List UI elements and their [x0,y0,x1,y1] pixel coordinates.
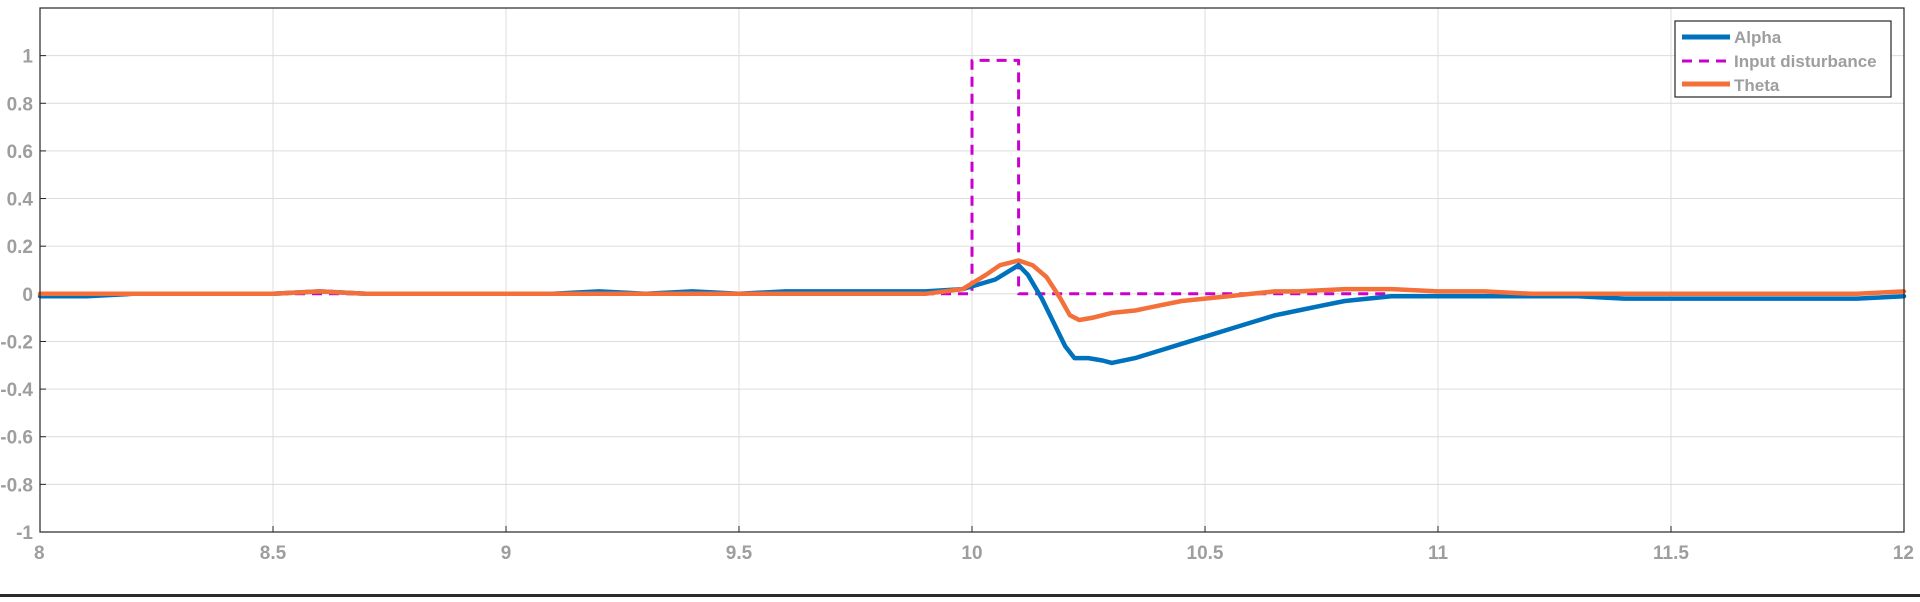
series-layer [37,58,1907,366]
legend-label-alpha: Alpha [1734,28,1782,47]
x-tick-label: 12 [1893,543,1914,564]
x-tick-label: 11.5 [1653,543,1689,564]
y-tick-label: -0.2 [0,332,33,353]
series-line-input-disturbance [40,58,1392,296]
x-tick-label: 11 [1428,543,1449,564]
bottom-border [0,594,1920,597]
y-tick-label: 0 [22,285,33,306]
y-tick-label: 0.2 [7,237,33,258]
legend: Alpha Input disturbance Theta [1674,20,1892,98]
x-tick-label: 9.5 [726,543,753,564]
y-tick-label: 1 [22,47,33,68]
legend-label-input-disturbance: Input disturbance [1734,52,1877,71]
y-tick-label: -0.4 [0,380,33,401]
x-tick-label: 8 [34,543,45,564]
y-tick-label: 0.8 [7,94,33,115]
y-tick-label: -0.6 [0,428,33,449]
y-tick-label: 0.4 [7,190,34,211]
x-tick-labels: 8 8.5 9 9.5 10 10.5 11 11.5 12 [34,543,1914,564]
series-line-theta [37,258,1907,323]
y-tick-labels: -1 -0.8 -0.6 -0.4 -0.2 0 0.2 0.4 0.6 0.8 1 [0,47,33,544]
y-tick-label: -0.8 [0,475,33,496]
legend-box [1674,20,1892,98]
y-tick-label: 0.6 [7,142,33,163]
axes-box [39,7,1905,533]
legend-label-theta: Theta [1734,76,1780,95]
x-tick-label: 9 [501,543,512,564]
x-tick-label: 8.5 [260,543,287,564]
y-tick-label: -1 [16,523,33,544]
x-tick-label: 10.5 [1187,543,1224,564]
x-tick-label: 10 [961,543,982,564]
